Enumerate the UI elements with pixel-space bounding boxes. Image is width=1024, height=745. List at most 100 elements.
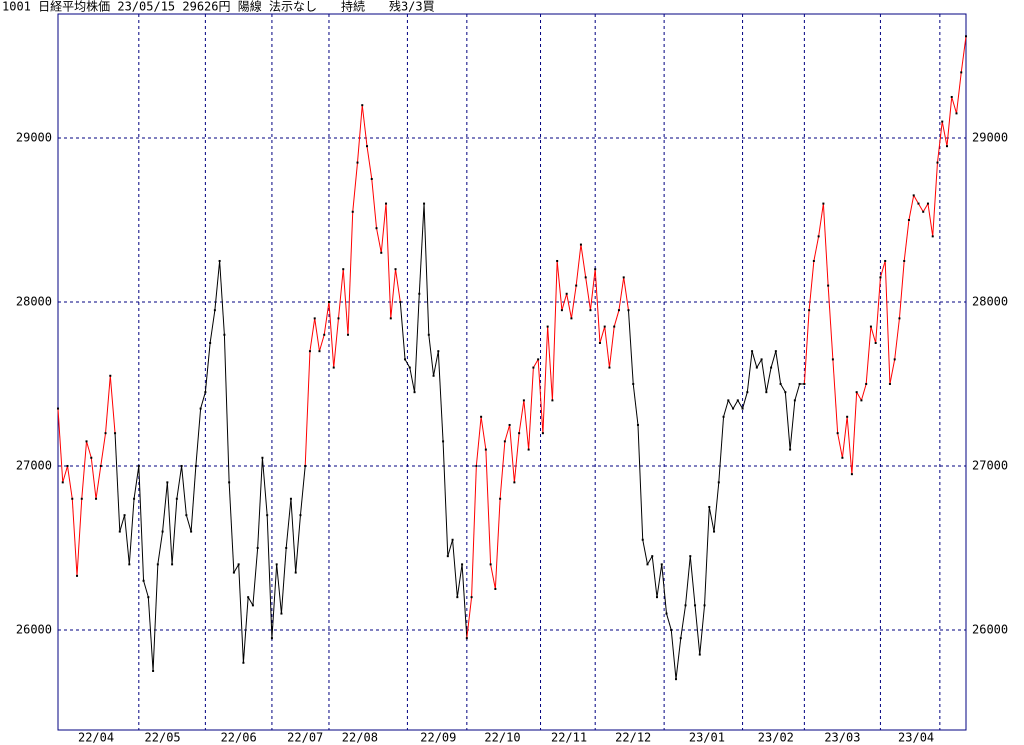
data-point — [931, 235, 934, 238]
line-segment — [452, 539, 458, 598]
line-segment — [185, 515, 192, 532]
data-point — [874, 341, 877, 344]
line-segment — [699, 605, 706, 655]
data-point — [114, 432, 117, 435]
data-point — [513, 481, 516, 484]
line-segment — [90, 457, 97, 499]
data-point — [560, 309, 563, 312]
line-segment — [661, 564, 668, 614]
line-segment — [86, 441, 92, 458]
data-point — [366, 145, 369, 148]
line-segment — [637, 424, 644, 540]
line-segment — [176, 465, 183, 499]
line-segment — [856, 391, 862, 401]
data-point — [865, 382, 868, 385]
line-segment — [566, 293, 572, 319]
y-tick-label-right: 26000 — [972, 622, 1008, 636]
data-point — [679, 637, 682, 640]
line-segment — [846, 416, 853, 475]
data-point — [337, 317, 340, 320]
line-segment — [143, 580, 149, 598]
line-segment — [124, 515, 130, 565]
data-point — [651, 555, 654, 558]
x-tick-label: 22/10 — [484, 731, 520, 745]
line-segment — [761, 359, 767, 393]
data-point — [180, 464, 183, 467]
data-point — [218, 259, 221, 262]
data-point — [736, 399, 739, 402]
line-segment — [62, 465, 68, 483]
data-point — [76, 574, 79, 577]
data-point — [926, 202, 929, 205]
line-segment — [623, 277, 629, 311]
line-segment — [399, 301, 406, 360]
line-segment — [190, 465, 197, 532]
data-point — [627, 309, 630, 312]
line-segment — [865, 326, 872, 385]
data-point — [461, 563, 464, 566]
line-segment — [147, 597, 154, 671]
data-point — [622, 276, 625, 279]
data-point — [318, 350, 321, 353]
data-point — [375, 227, 378, 230]
data-point — [156, 563, 159, 566]
data-point — [888, 382, 891, 385]
x-tick-label: 23/02 — [758, 731, 794, 745]
data-point — [803, 382, 806, 385]
line-segment — [171, 498, 178, 565]
data-point — [713, 530, 716, 533]
line-segment — [433, 351, 439, 376]
data-point — [308, 350, 311, 353]
data-point — [299, 514, 302, 517]
data-point — [413, 391, 416, 394]
line-segment — [932, 162, 938, 237]
data-point — [955, 112, 958, 115]
data-point — [945, 145, 948, 148]
line-segment — [447, 539, 454, 557]
line-segment — [599, 326, 606, 344]
line-segment — [162, 482, 168, 532]
line-segment — [404, 359, 411, 368]
data-point — [152, 669, 155, 672]
y-tick-label: 26000 — [16, 622, 52, 636]
data-point — [855, 391, 858, 394]
data-point — [884, 259, 887, 262]
data-point — [342, 268, 345, 271]
data-point — [465, 637, 468, 640]
data-point — [537, 358, 540, 361]
data-point — [80, 497, 83, 500]
data-point — [698, 653, 701, 656]
line-segment — [713, 482, 720, 532]
data-point — [751, 350, 754, 353]
line-segment — [818, 203, 824, 237]
data-point — [941, 120, 944, 123]
data-point — [632, 382, 635, 385]
line-segment — [181, 465, 187, 516]
line-segment — [884, 260, 891, 384]
line-segment — [618, 277, 625, 311]
data-point — [598, 341, 601, 344]
line-segment — [680, 605, 687, 639]
x-tick-label: 23/04 — [898, 731, 934, 745]
data-point — [608, 366, 611, 369]
data-point — [232, 571, 235, 574]
x-tick-label: 22/11 — [551, 731, 587, 745]
data-point — [484, 448, 487, 451]
line-segment — [528, 367, 534, 450]
data-point — [770, 366, 773, 369]
line-segment — [233, 564, 240, 573]
line-segment — [513, 433, 520, 483]
data-point — [793, 399, 796, 402]
y-tick-label: 27000 — [16, 458, 52, 472]
data-point — [313, 317, 316, 320]
line-segment — [133, 465, 140, 499]
line-segment — [504, 424, 511, 442]
data-point — [470, 596, 473, 599]
line-segment — [418, 203, 425, 294]
data-point — [532, 366, 535, 369]
data-point — [66, 464, 69, 467]
data-point — [104, 432, 107, 435]
line-segment — [423, 203, 430, 335]
line-segment — [318, 334, 325, 352]
line-segment — [547, 326, 553, 401]
